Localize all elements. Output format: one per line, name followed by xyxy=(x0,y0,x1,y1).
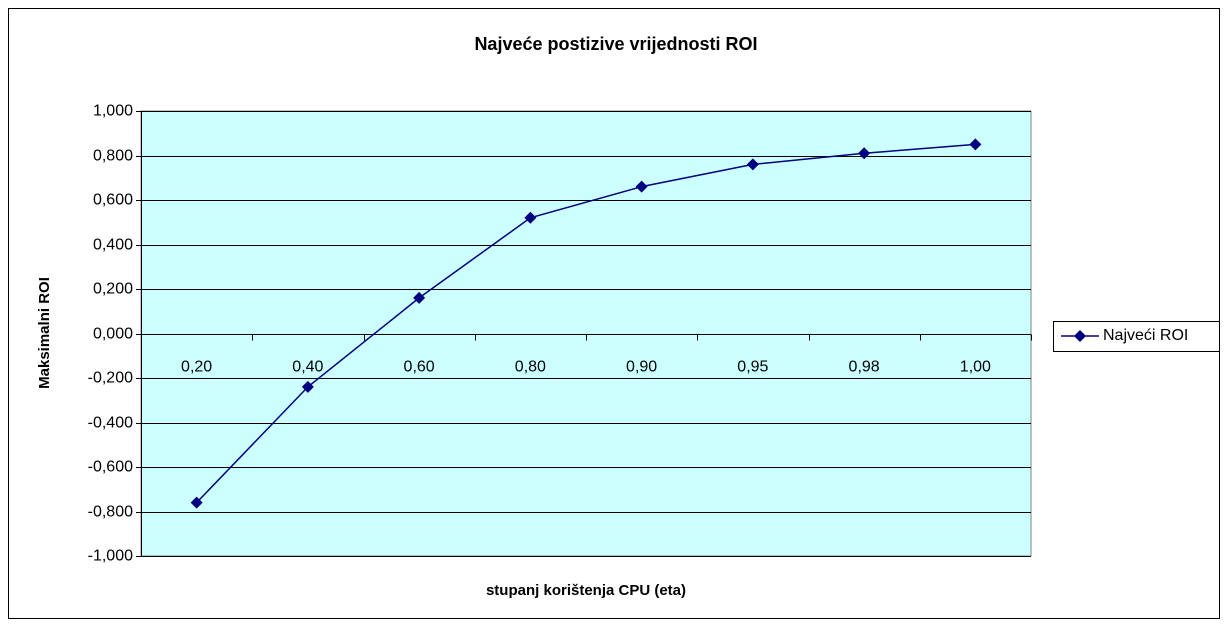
x-tick-label: 0,98 xyxy=(849,359,880,376)
data-point xyxy=(858,147,871,160)
y-tick-label: -1,000 xyxy=(88,548,133,565)
y-tick-label: 0,600 xyxy=(93,192,133,209)
x-tick-label: 0,60 xyxy=(404,359,435,376)
y-tick-label: 0,400 xyxy=(93,237,133,254)
y-tick-label: -0,400 xyxy=(88,415,133,432)
y-tick-label: 1,000 xyxy=(93,103,133,120)
data-point xyxy=(746,158,759,171)
plot-area xyxy=(140,110,1032,557)
x-tick-label: 0,20 xyxy=(181,359,212,376)
data-point xyxy=(635,180,648,193)
series-line xyxy=(196,143,976,504)
y-tick-label: -0,800 xyxy=(88,504,133,521)
x-tick-label: 1,00 xyxy=(960,359,991,376)
data-point xyxy=(524,211,537,224)
data-point xyxy=(969,138,982,151)
y-tick-label: -0,600 xyxy=(88,459,133,476)
y-axis-label: Maksimalni ROI xyxy=(36,277,53,389)
y-tick-label: 0,200 xyxy=(93,281,133,298)
x-tick-label: 0,90 xyxy=(626,359,657,376)
y-tick-label: 0,800 xyxy=(93,148,133,165)
chart-title: Najveće postizive vrijednosti ROI xyxy=(474,34,757,54)
legend-marker xyxy=(1074,330,1086,342)
x-axis-label: stupanj korištenja CPU (eta) xyxy=(486,582,686,599)
x-tick-label: 0,95 xyxy=(737,359,768,376)
x-tick-label: 0,80 xyxy=(515,359,546,376)
y-tick-label: 0,000 xyxy=(93,326,133,343)
data-point xyxy=(413,291,426,304)
x-tick-label: 0,40 xyxy=(292,359,323,376)
y-tick-label: -0,200 xyxy=(88,370,133,387)
data-point xyxy=(301,380,314,393)
legend-label: Najveći ROI xyxy=(1103,327,1188,344)
data-point xyxy=(190,496,203,509)
